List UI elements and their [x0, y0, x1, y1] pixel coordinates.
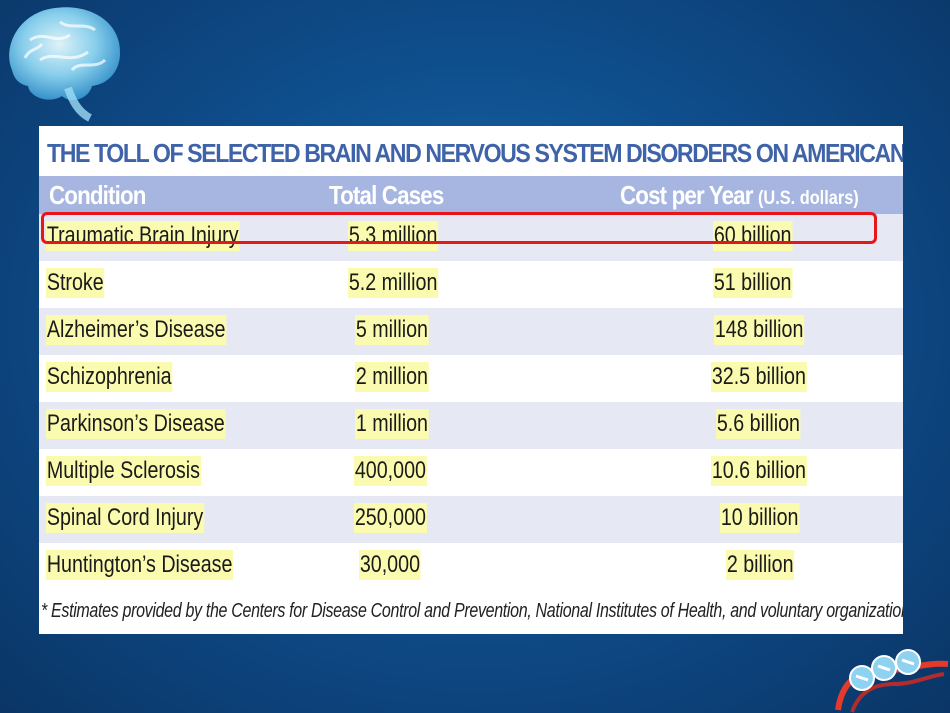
cases-cell: 1 million — [355, 409, 429, 439]
cases-cell: 400,000 — [354, 456, 427, 486]
row-highlight-callout — [41, 212, 877, 244]
cases-cell: 2 million — [355, 362, 429, 392]
cost-cell: 10 billion — [720, 503, 800, 533]
cost-cell: 10.6 billion — [711, 456, 807, 486]
table-row: Alzheimer’s Disease 5 million 148 billio… — [39, 308, 903, 355]
header-condition: Condition — [49, 180, 146, 210]
cases-cell: 5.3 million — [348, 221, 439, 251]
cases-cell: 250,000 — [354, 503, 427, 533]
cost-cell: 60 billion — [713, 221, 793, 251]
disorders-table: THE TOLL OF SELECTED BRAIN AND NERVOUS S… — [39, 126, 903, 634]
cases-cell: 30,000 — [359, 550, 421, 580]
condition-cell: Stroke — [46, 268, 105, 298]
header-cost: Cost per Year (U.S. dollars) — [620, 180, 859, 211]
cost-cell: 5.6 billion — [716, 409, 801, 439]
cost-cell: 51 billion — [713, 268, 793, 298]
table-row: Stroke 5.2 million 51 billion — [39, 261, 903, 308]
header-total-cases: Total Cases — [329, 180, 444, 210]
cost-cell: 2 billion — [726, 550, 795, 580]
cost-cell: 32.5 billion — [711, 362, 807, 392]
table-row: Huntington’s Disease 30,000 2 billion — [39, 543, 903, 590]
cases-cell: 5.2 million — [348, 268, 439, 298]
table-title: THE TOLL OF SELECTED BRAIN AND NERVOUS S… — [47, 138, 903, 168]
table-row: Spinal Cord Injury 250,000 10 billion — [39, 496, 903, 543]
condition-cell: Traumatic Brain Injury — [46, 221, 240, 251]
table-row: Multiple Sclerosis 400,000 10.6 billion — [39, 449, 903, 496]
header-cost-label: Cost per Year — [620, 180, 753, 210]
cases-cell: 5 million — [355, 315, 429, 345]
footnote: * Estimates provided by the Centers for … — [41, 600, 903, 622]
swirl-logo-icon — [835, 649, 949, 713]
condition-cell: Multiple Sclerosis — [46, 456, 201, 486]
table-row: Parkinson’s Disease 1 million 5.6 billio… — [39, 402, 903, 449]
header-cost-unit: (U.S. dollars) — [757, 188, 859, 209]
condition-cell: Schizophrenia — [46, 362, 173, 392]
table-row: Schizophrenia 2 million 32.5 billion — [39, 355, 903, 402]
table-row: Traumatic Brain Injury 5.3 million 60 bi… — [39, 214, 903, 261]
brain-icon — [9, 7, 121, 122]
cost-cell: 148 billion — [714, 315, 805, 345]
condition-cell: Spinal Cord Injury — [46, 503, 205, 533]
condition-cell: Alzheimer’s Disease — [46, 315, 227, 345]
table-header: Condition Total Cases Cost per Year (U.S… — [39, 176, 903, 214]
condition-cell: Huntington’s Disease — [46, 550, 234, 580]
condition-cell: Parkinson’s Disease — [46, 409, 226, 439]
